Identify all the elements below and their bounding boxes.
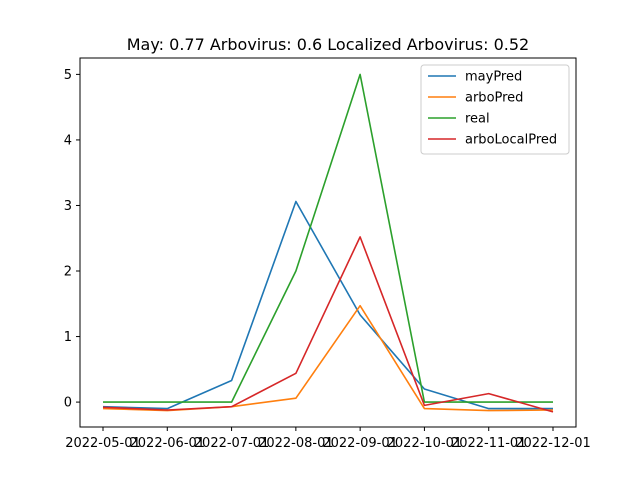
x-tick-label: 2022-07-01 xyxy=(194,436,270,451)
x-axis: 2022-05-012022-06-012022-07-012022-08-01… xyxy=(65,427,591,451)
legend-label-arboPred: arboPred xyxy=(465,91,523,106)
legend: mayPred arboPred real arboLocalPred xyxy=(420,64,570,155)
x-tick-label: 2022-11-01 xyxy=(451,436,527,451)
series-line-real xyxy=(103,73,553,403)
series-line-mayPred xyxy=(102,200,553,410)
y-tick-label: 5 xyxy=(64,68,72,83)
chart-title: May: 0.77 Arbovirus: 0.6 Localized Arbov… xyxy=(127,35,529,54)
y-tick-label: 0 xyxy=(64,396,72,411)
y-tick-label: 3 xyxy=(64,199,72,214)
x-tick-label: 2022-09-01 xyxy=(322,436,398,451)
x-tick-label: 2022-05-01 xyxy=(65,436,141,451)
legend-label-arboLocalPred: arboLocalPred xyxy=(465,133,557,148)
legend-box xyxy=(420,64,570,155)
x-tick-label: 2022-08-01 xyxy=(258,436,334,451)
y-axis: 0 1 2 3 4 5 xyxy=(64,68,80,411)
legend-label-real: real xyxy=(465,112,490,127)
y-tick-label: 4 xyxy=(64,133,72,148)
series-line-arboLocalPred xyxy=(102,236,554,413)
series-lines xyxy=(102,73,554,413)
x-tick-label: 2022-10-01 xyxy=(387,436,463,451)
y-tick-label: 1 xyxy=(64,330,72,345)
plot-area-frame xyxy=(79,57,577,428)
legend-label-mayPred: mayPred xyxy=(465,70,522,85)
x-tick-label: 2022-06-01 xyxy=(130,436,206,451)
x-tick-label: 2022-12-01 xyxy=(515,436,591,451)
y-tick-label: 2 xyxy=(64,265,72,280)
